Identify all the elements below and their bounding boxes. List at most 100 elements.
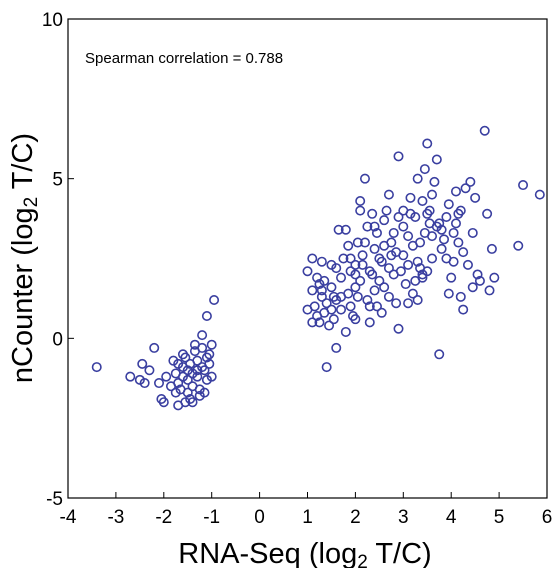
data-point — [206, 339, 217, 350]
y-tick-label: 10 — [42, 10, 63, 31]
data-point — [379, 282, 390, 293]
data-point — [144, 365, 155, 376]
data-point — [400, 279, 411, 290]
data-point — [336, 272, 347, 283]
data-point — [352, 291, 363, 302]
data-point — [359, 173, 370, 184]
data-point — [455, 291, 466, 302]
data-point — [355, 205, 366, 216]
data-point — [417, 269, 428, 280]
data-point — [192, 371, 203, 382]
data-point — [201, 310, 212, 321]
data-point — [419, 227, 430, 238]
data-point — [427, 189, 438, 200]
data-point — [467, 282, 478, 293]
data-point — [180, 352, 191, 363]
data-point — [371, 301, 382, 312]
data-point — [465, 176, 476, 187]
data-point — [158, 397, 169, 408]
data-point — [197, 330, 208, 341]
data-point — [364, 301, 375, 312]
spearman-annotation: Spearman correlation = 0.788 — [85, 50, 283, 67]
data-point — [439, 234, 450, 245]
data-point — [419, 164, 430, 175]
data-point — [458, 247, 469, 258]
data-point — [137, 358, 148, 369]
data-point — [139, 378, 150, 389]
data-point — [388, 227, 399, 238]
data-point — [405, 192, 416, 203]
data-point — [486, 243, 497, 254]
data-point — [467, 227, 478, 238]
data-point — [326, 282, 337, 293]
data-point — [302, 266, 313, 277]
data-point — [470, 192, 481, 203]
data-point — [314, 317, 325, 328]
data-point — [324, 320, 335, 331]
x-tick-label: -1 — [203, 507, 220, 528]
data-point — [450, 186, 461, 197]
data-point — [386, 237, 397, 248]
data-point — [482, 208, 493, 219]
data-point — [376, 256, 387, 267]
data-point — [316, 291, 327, 302]
data-point — [436, 224, 447, 235]
x-tick-label: 6 — [542, 507, 553, 528]
data-point — [489, 272, 500, 283]
data-point — [422, 138, 433, 149]
data-point — [441, 253, 452, 264]
data-point — [321, 362, 332, 373]
data-point — [381, 205, 392, 216]
data-point — [371, 227, 382, 238]
data-point — [415, 263, 426, 274]
data-point — [307, 285, 318, 296]
data-point — [345, 253, 356, 264]
data-point — [328, 291, 339, 302]
data-point — [376, 307, 387, 318]
data-point — [403, 259, 414, 270]
x-tick-label: -2 — [155, 507, 172, 528]
data-point — [177, 371, 188, 382]
data-point — [446, 272, 457, 283]
data-points — [91, 125, 545, 411]
data-point — [362, 221, 373, 232]
data-point — [309, 301, 320, 312]
data-point — [343, 288, 354, 299]
data-point — [362, 295, 373, 306]
x-tick-label: 5 — [494, 507, 505, 528]
data-point — [125, 371, 136, 382]
data-point — [331, 263, 342, 274]
data-point — [206, 371, 217, 382]
data-point — [427, 253, 438, 264]
data-point — [209, 295, 220, 306]
plot-axes — [67, 18, 548, 499]
data-point — [357, 250, 368, 261]
x-tick-label: 2 — [350, 507, 361, 528]
data-point — [391, 298, 402, 309]
y-tick-label: 0 — [52, 329, 63, 350]
x-tick-label: -3 — [107, 507, 124, 528]
x-tick-label: 1 — [302, 507, 313, 528]
data-point — [431, 154, 442, 165]
data-point — [199, 365, 210, 376]
data-point — [331, 342, 342, 353]
data-point — [395, 266, 406, 277]
data-point — [367, 208, 378, 219]
data-point — [182, 365, 193, 376]
data-point — [355, 196, 366, 207]
data-point — [350, 259, 361, 270]
data-point — [534, 189, 545, 200]
data-point — [479, 125, 490, 136]
data-point — [316, 256, 327, 267]
data-point — [343, 240, 354, 251]
data-point — [448, 227, 459, 238]
x-tick-label: 0 — [254, 507, 265, 528]
data-point — [350, 314, 361, 325]
data-point — [319, 275, 330, 286]
data-point — [424, 205, 435, 216]
data-point — [364, 317, 375, 328]
data-point — [192, 365, 203, 376]
data-point — [340, 326, 351, 337]
data-point — [434, 218, 445, 229]
